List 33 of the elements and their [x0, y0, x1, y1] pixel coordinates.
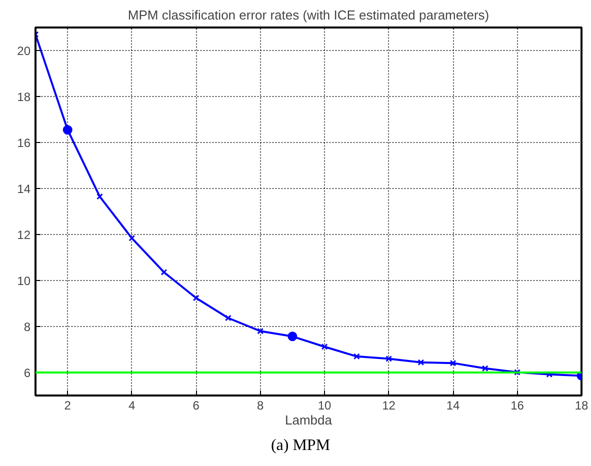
x-tick-label: 12 [382, 398, 396, 412]
x-tick-label: 10 [318, 398, 332, 412]
point [96, 193, 103, 200]
x-axis-title: Lambda [285, 412, 333, 428]
point [224, 314, 232, 322]
point [386, 355, 392, 362]
y-tick-label: 16 [17, 136, 31, 150]
x-tick-label: 6 [192, 398, 200, 412]
y-tick-label: 12 [17, 228, 31, 242]
point [160, 268, 168, 276]
x-tick-label: 4 [128, 398, 136, 412]
y-tick-label: 18 [17, 90, 31, 104]
x-tick-label: 16 [510, 398, 524, 412]
text: (a) MPM [270, 436, 330, 456]
y-tick-label: 10 [17, 274, 31, 288]
point [450, 360, 456, 366]
y-tick-label: 20 [17, 44, 31, 58]
point [482, 365, 488, 372]
x-tick-label: 8 [256, 398, 264, 412]
point [192, 294, 200, 302]
point [514, 369, 520, 376]
y-tick-label: 6 [24, 366, 31, 380]
point [321, 344, 328, 350]
x-tick-label: 14 [446, 398, 460, 412]
point [353, 353, 360, 360]
y-tick-label: 14 [17, 182, 31, 196]
x-tick-label: 2 [64, 398, 72, 412]
x-tick-label: 18 [574, 398, 588, 412]
chart-title: MPM classification error rates (with ICE estimated parameters) [128, 8, 490, 22]
y-tick-label: 8 [24, 320, 31, 334]
point [418, 359, 424, 366]
point [257, 328, 264, 334]
point [128, 234, 136, 242]
